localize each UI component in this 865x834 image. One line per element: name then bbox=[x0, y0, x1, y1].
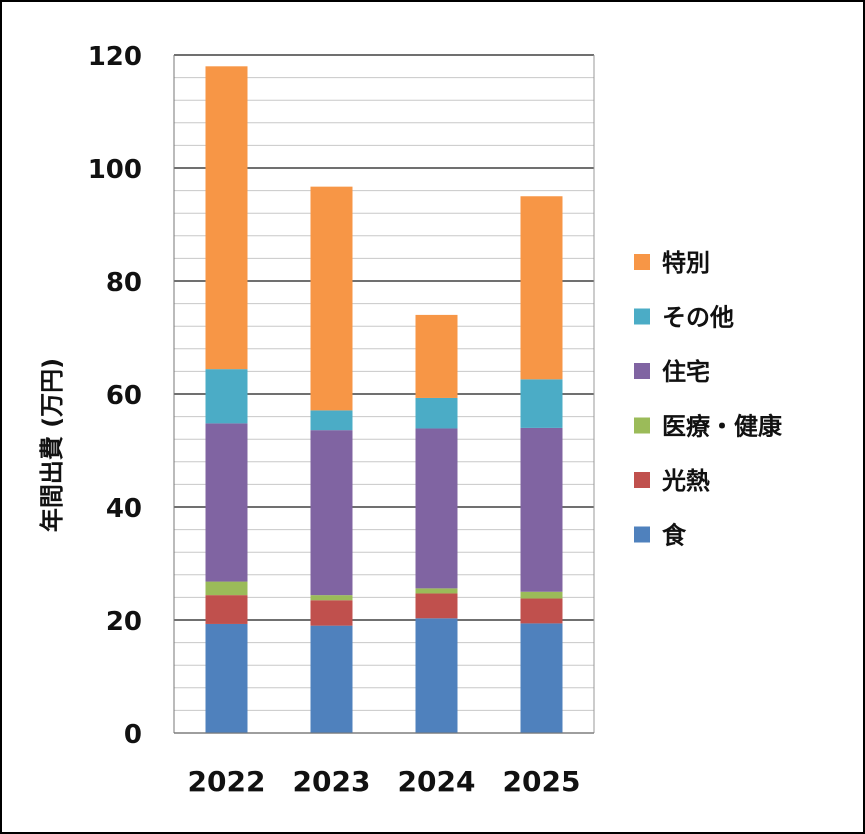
bar-segment bbox=[205, 595, 248, 624]
bar-segment bbox=[310, 186, 353, 411]
bar-segment bbox=[520, 379, 563, 428]
bar-segment bbox=[415, 618, 458, 733]
legend-label: 特別 bbox=[662, 249, 710, 277]
x-tick-label: 2023 bbox=[293, 765, 371, 798]
bar-segment bbox=[520, 598, 563, 624]
bar-segment bbox=[415, 588, 458, 594]
bar-segment bbox=[520, 196, 563, 380]
x-axis-ticks: 2022 2023 2024 2025 bbox=[188, 765, 581, 798]
x-tick-label: 2022 bbox=[188, 765, 266, 798]
bars bbox=[205, 66, 563, 733]
y-tick-label: 20 bbox=[106, 607, 142, 637]
y-tick-label: 40 bbox=[106, 494, 142, 524]
legend-label: 住宅 bbox=[662, 358, 710, 386]
bar-segment bbox=[520, 591, 563, 599]
bar-segment bbox=[205, 623, 248, 733]
bar-segment bbox=[205, 369, 248, 424]
bar-segment bbox=[310, 625, 353, 733]
legend-swatch bbox=[634, 254, 650, 270]
legend-label: 光熱 bbox=[661, 467, 710, 495]
bar-segment bbox=[205, 423, 248, 582]
bar-segment bbox=[520, 427, 563, 592]
legend-swatch bbox=[634, 472, 650, 488]
legend-swatch bbox=[634, 417, 650, 434]
legend-swatch bbox=[634, 363, 650, 379]
bar-segment bbox=[520, 623, 563, 733]
bar-segment bbox=[205, 581, 248, 596]
bar-segment bbox=[310, 600, 353, 626]
y-tick-label: 0 bbox=[124, 720, 142, 750]
y-tick-label: 100 bbox=[88, 155, 142, 185]
legend-swatch bbox=[634, 308, 650, 325]
y-axis-title: 年間出費 (万円) bbox=[38, 358, 66, 532]
bar-segment bbox=[415, 593, 458, 619]
bar-segment bbox=[415, 397, 458, 429]
bar-segment bbox=[415, 428, 458, 589]
bar-segment bbox=[310, 430, 353, 596]
y-tick-label: 120 bbox=[88, 42, 142, 72]
x-tick-label: 2024 bbox=[398, 765, 476, 798]
bar-segment bbox=[310, 595, 353, 601]
y-tick-label: 80 bbox=[106, 268, 142, 298]
y-axis-ticks: 0 20 40 60 80 100 120 bbox=[88, 42, 142, 750]
legend-label: 医療・健康 bbox=[662, 413, 783, 441]
bar-segment bbox=[205, 66, 248, 370]
legend-label: 食 bbox=[662, 522, 687, 550]
bar-segment bbox=[415, 314, 458, 398]
x-tick-label: 2025 bbox=[503, 765, 581, 798]
y-tick-label: 60 bbox=[106, 381, 142, 411]
legend-swatch bbox=[634, 526, 650, 543]
legend-label: その他 bbox=[662, 304, 734, 332]
bar-segment bbox=[310, 410, 353, 431]
